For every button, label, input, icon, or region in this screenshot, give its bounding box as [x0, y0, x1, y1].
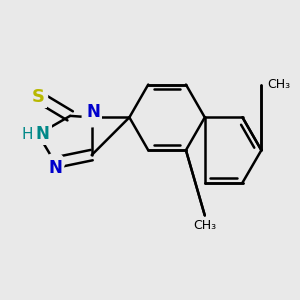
Text: CH₃: CH₃: [267, 78, 290, 91]
Text: CH₃: CH₃: [193, 219, 216, 232]
Text: N: N: [36, 125, 50, 143]
Circle shape: [29, 87, 47, 106]
Circle shape: [29, 125, 47, 144]
Circle shape: [82, 108, 101, 127]
Circle shape: [46, 153, 64, 172]
Text: S: S: [32, 88, 45, 106]
Text: H: H: [22, 127, 33, 142]
Text: N: N: [87, 103, 100, 121]
Text: N: N: [48, 159, 62, 177]
